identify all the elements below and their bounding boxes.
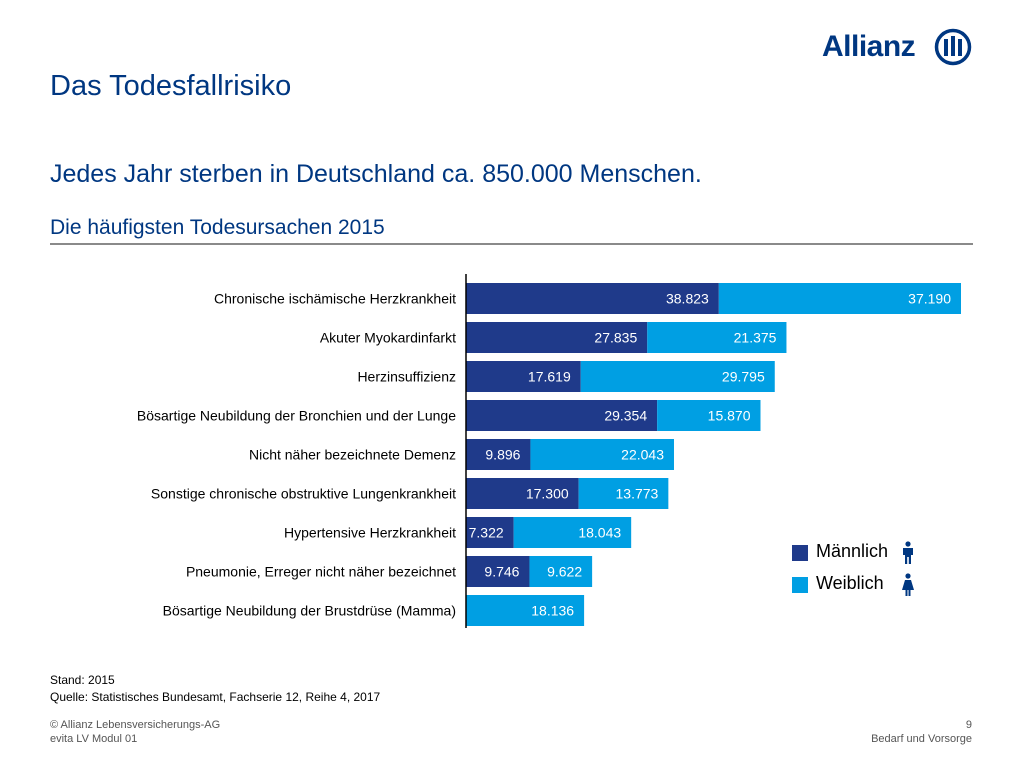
footer-section: Bedarf und Vorsorge [871, 733, 972, 745]
data-label-female: 15.870 [708, 408, 751, 424]
data-label-male: 17.619 [528, 369, 571, 385]
page-subtitle: Jedes Jahr sterben in Deutschland ca. 85… [50, 160, 702, 188]
bar-female [580, 361, 775, 392]
page-number: 9 [965, 719, 972, 731]
data-label-female: 18.136 [531, 603, 574, 619]
bar-male [466, 361, 581, 392]
source-reference: Quelle: Statistisches Bundesamt, Fachser… [50, 690, 381, 704]
category-label: Nicht näher bezeichnete Demenz [249, 447, 456, 463]
category-label: Bösartige Neubildung der Bronchien und d… [137, 408, 456, 424]
bar-male [466, 478, 579, 509]
male-person-icon [903, 541, 913, 564]
data-label-female: 13.773 [616, 486, 659, 502]
bar-female [466, 595, 585, 626]
bar-male [466, 283, 719, 314]
category-label: Pneumonie, Erreger nicht näher bezeichne… [186, 564, 456, 580]
source-date: Stand: 2015 [50, 673, 115, 687]
footer-left: © Allianz Lebensversicherungs-AG evita L… [50, 718, 220, 746]
bar-female [718, 283, 961, 314]
data-label-female: 22.043 [621, 447, 664, 463]
category-label: Herzinsuffizienz [357, 369, 456, 385]
bar-female [529, 556, 593, 587]
category-label: Chronische ischämische Herzkrankheit [214, 291, 456, 307]
bar-female [578, 478, 669, 509]
data-label-male: 27.835 [594, 330, 637, 346]
bar-female [657, 400, 761, 431]
data-label-male: 7.322 [469, 525, 504, 541]
data-label-female: 29.795 [722, 369, 765, 385]
category-label: Akuter Myokardinfarkt [320, 330, 456, 346]
legend-label-female: Weiblich [816, 573, 884, 593]
data-label-male: 17.300 [526, 486, 569, 502]
legend-swatch-female [792, 577, 808, 593]
data-label-male: 29.354 [604, 408, 647, 424]
data-label-female: 18.043 [578, 525, 621, 541]
chart-title: Die häufigsten Todesursachen 2015 [50, 216, 385, 239]
bar-male [466, 556, 530, 587]
data-label-male: 9.746 [484, 564, 519, 580]
bar-male [466, 439, 531, 470]
bar-female [530, 439, 674, 470]
bar-male [466, 400, 658, 431]
footer-right: 9 Bedarf und Vorsorge [871, 718, 972, 746]
data-label-female: 21.375 [734, 330, 777, 346]
footer-module: evita LV Modul 01 [50, 733, 138, 745]
brand-name: Allianz [822, 30, 916, 63]
allianz-logo: Allianz [822, 28, 972, 68]
category-label: Bösartige Neubildung der Brustdrüse (Mam… [163, 603, 456, 619]
bar-female [647, 322, 787, 353]
bar-chart: Chronische ischämische Herzkrankheit 38.8… [137, 274, 961, 628]
data-label-female: 37.190 [908, 291, 951, 307]
data-label-male: 9.896 [485, 447, 520, 463]
source-note: Stand: 2015 Quelle: Statistisches Bundes… [50, 672, 380, 706]
allianz-eagle-icon [934, 28, 972, 66]
footer-copyright: © Allianz Lebensversicherungs-AG [50, 719, 221, 731]
bar-female [513, 517, 632, 548]
page-title: Das Todesfallrisiko [50, 70, 292, 102]
legend-label-male: Männlich [816, 541, 889, 561]
category-label: Hypertensive Herzkrankheit [284, 525, 456, 541]
category-label: Sonstige chronische obstruktive Lungenkr… [151, 486, 456, 502]
data-label-female: 9.622 [547, 564, 582, 580]
legend-swatch-male [792, 545, 808, 561]
female-person-icon [902, 573, 914, 596]
data-label-male: 38.823 [666, 291, 709, 307]
title-divider [50, 243, 973, 245]
bar-male [466, 322, 648, 353]
bar-male [466, 517, 514, 548]
